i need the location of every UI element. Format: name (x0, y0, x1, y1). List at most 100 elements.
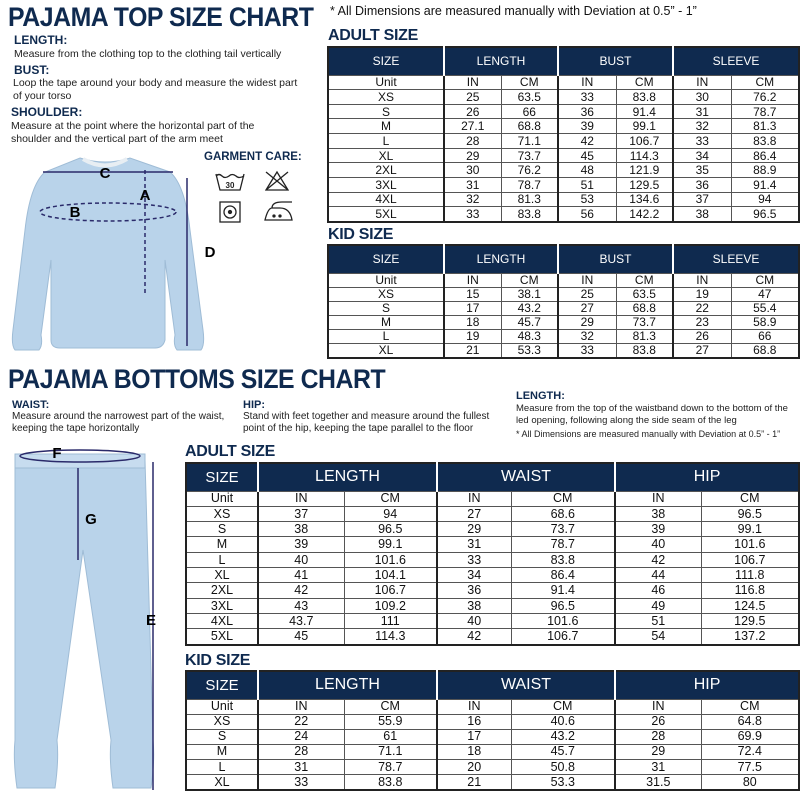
value-cell: 32 (672, 118, 732, 135)
size-cell: 5XL (327, 206, 445, 223)
value-cell: 66 (500, 103, 559, 120)
value-cell: 33 (436, 551, 512, 569)
value-cell: 30 (443, 162, 502, 178)
value-cell: 86.4 (730, 147, 800, 164)
shoulder-label: SHOULDER: (11, 105, 83, 119)
value-cell: 22 (257, 713, 345, 730)
value-cell: IN (443, 74, 502, 91)
value-cell: CM (615, 272, 675, 288)
unit-row: Unit IN CM IN CM IN CM (327, 74, 800, 91)
value-cell: 53.3 (500, 342, 559, 359)
value-cell: 68.6 (510, 505, 617, 523)
value-cell: 51 (614, 613, 702, 630)
value-cell: 81.3 (500, 191, 559, 208)
value-cell: 55.4 (730, 300, 800, 316)
table-row: XL 29 73.7 45 114.3 34 86.4 (327, 147, 800, 164)
bottom-kid-heading: KID SIZE (185, 652, 251, 669)
value-cell: 45 (257, 628, 345, 646)
value-cell: 33 (557, 89, 617, 105)
value-cell: 137.2 (700, 628, 800, 646)
table-row: M 39 99.1 31 78.7 40 101.6 (185, 536, 800, 553)
value-cell: 96.5 (700, 505, 800, 523)
table-row: L 31 78.7 20 50.8 31 77.5 (185, 758, 800, 775)
value-cell: 106.7 (343, 582, 438, 599)
value-cell: 106.7 (615, 133, 675, 149)
table-row: S 17 43.2 27 68.8 22 55.4 (327, 300, 800, 316)
value-cell: 29 (614, 743, 702, 760)
value-cell: 25 (557, 286, 617, 302)
value-cell: IN (436, 490, 512, 507)
size-cell: XL (327, 147, 445, 164)
value-cell: IN (257, 698, 345, 715)
bottom-note: * All Dimensions are measured manually w… (516, 429, 781, 439)
top-title: PAJAMA TOP SIZE CHART (8, 2, 314, 32)
value-cell: 88.9 (730, 162, 800, 178)
table-row: S 26 66 36 91.4 31 78.7 (327, 103, 800, 120)
value-cell: CM (700, 490, 800, 507)
top-kid-heading: KID SIZE (328, 226, 394, 243)
value-cell: 73.7 (615, 314, 675, 330)
bust-desc: Loop the tape around your body and measu… (13, 77, 298, 102)
value-cell: 94 (343, 505, 438, 523)
value-cell: 53 (557, 191, 617, 208)
value-cell: 43.2 (500, 300, 559, 316)
unit-row: Unit IN CM IN CM IN CM (185, 698, 800, 715)
garment-care-label: GARMENT CARE: (204, 151, 302, 163)
value-cell: 31 (672, 103, 732, 120)
size-cell: Unit (327, 74, 445, 91)
value-cell: 124.5 (700, 597, 800, 615)
size-cell: L (327, 328, 445, 344)
header-waist: WAIST (435, 671, 616, 699)
size-cell: 4XL (327, 191, 445, 208)
value-cell: 50.8 (510, 758, 617, 775)
value-cell: 40.6 (510, 713, 617, 730)
header-sleeve: SLEEVE (672, 245, 800, 273)
value-cell: 91.4 (510, 582, 617, 599)
size-cell: L (185, 758, 259, 775)
value-cell: 96.5 (343, 521, 438, 538)
value-cell: 27.1 (443, 118, 502, 135)
value-cell: 101.6 (510, 613, 617, 630)
value-cell: 38 (436, 597, 512, 615)
value-cell: 116.8 (700, 582, 800, 599)
value-cell: 99.1 (615, 118, 675, 135)
value-cell: 44 (614, 567, 702, 584)
garment-care-icons: 30 (215, 170, 293, 223)
tumble-dry-icon (219, 201, 241, 223)
value-cell: CM (343, 490, 438, 507)
value-cell: 106.7 (510, 628, 617, 646)
letter-g: G (85, 511, 97, 528)
header-size: SIZE (328, 245, 444, 273)
value-cell: 48.3 (500, 328, 559, 344)
value-cell: 45.7 (500, 314, 559, 330)
svg-text:30: 30 (226, 181, 235, 190)
length-desc: Measure from the clothing top to the clo… (14, 48, 282, 60)
value-cell: 73.7 (500, 147, 559, 164)
value-cell: 56 (557, 206, 617, 223)
value-cell: 81.3 (615, 328, 675, 344)
value-cell: 68.8 (730, 342, 800, 359)
value-cell: 142.2 (615, 206, 675, 223)
shoulder-desc: Measure at the point where the horizonta… (11, 120, 255, 145)
value-cell: 76.2 (500, 162, 559, 178)
value-cell: 109.2 (343, 597, 438, 615)
table-row: 2XL 30 76.2 48 121.9 35 88.9 (327, 162, 800, 178)
table-row: M 27.1 68.8 39 99.1 32 81.3 (327, 118, 800, 135)
table-row: XS 22 55.9 16 40.6 26 64.8 (185, 713, 800, 730)
pajama-bottoms-illustration: F G E (13, 445, 156, 790)
value-cell: 18 (436, 743, 512, 760)
size-cell: M (327, 314, 445, 330)
value-cell: 26 (443, 103, 502, 120)
value-cell: 83.8 (615, 342, 675, 359)
value-cell: CM (500, 272, 559, 288)
value-cell: 71.1 (500, 133, 559, 149)
size-cell: XS (185, 505, 259, 523)
pajama-top-illustration: C A B D (11, 157, 216, 351)
value-cell: 71.1 (343, 743, 438, 760)
value-cell: 94 (730, 191, 800, 208)
value-cell: 29 (557, 314, 617, 330)
value-cell: 101.6 (700, 536, 800, 553)
table-row: L 19 48.3 32 81.3 26 66 (327, 328, 800, 344)
size-cell: S (327, 103, 445, 120)
value-cell: 39 (257, 536, 345, 553)
